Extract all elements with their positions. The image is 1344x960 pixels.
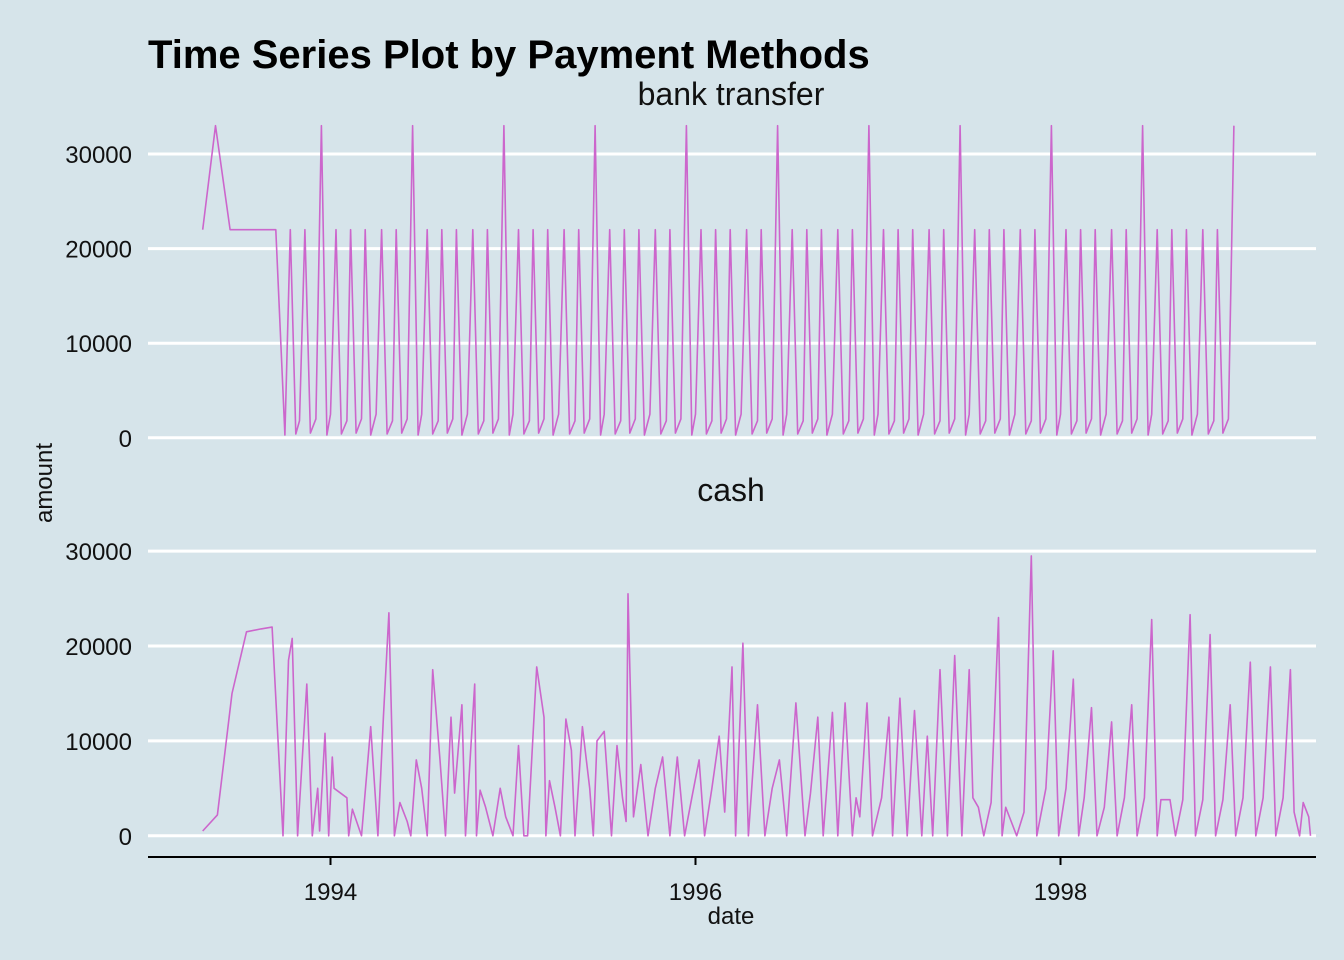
chart-title: Time Series Plot by Payment Methods [148,33,870,77]
panel-cash: cash 0 10000 20000 30000 [65,472,1316,851]
x-tick-label-1996: 1996 [669,879,722,906]
y-tick-label-bank-transfer-30000: 30000 [65,142,132,169]
series-line-cash [202,555,1312,837]
y-tick-label-bank-transfer-0: 0 [119,426,132,453]
series-line-bank-transfer [201,124,1235,436]
x-tick-label-1998: 1998 [1034,879,1087,906]
y-tick-label-bank-transfer-10000: 10000 [65,331,132,358]
panel-grid-cash [148,549,1316,838]
y-axis-title: amount [31,443,58,523]
panel-y-ticks-bank-transfer: 0 10000 20000 30000 [65,142,132,453]
y-tick-label-cash-10000: 10000 [65,729,132,756]
x-tick-label-1994: 1994 [304,879,357,906]
panel-y-ticks-cash: 0 10000 20000 30000 [65,539,132,851]
panel-strip-label-bank-transfer: bank transfer [638,76,825,112]
y-tick-label-cash-30000: 30000 [65,539,132,566]
panel-grid-bank-transfer [148,152,1316,440]
panel-strip-label-cash: cash [697,472,765,508]
panel-bank-transfer: bank transfer 0 10000 20000 30000 [65,76,1316,453]
x-axis-ticks: 1994 1996 1998 [304,857,1087,906]
panel-series-cash [202,555,1312,837]
y-tick-label-cash-0: 0 [119,824,132,851]
y-tick-label-cash-20000: 20000 [65,634,132,661]
y-tick-label-bank-transfer-20000: 20000 [65,237,132,264]
x-axis-title: date [708,903,755,930]
panel-series-bank-transfer [201,124,1235,436]
